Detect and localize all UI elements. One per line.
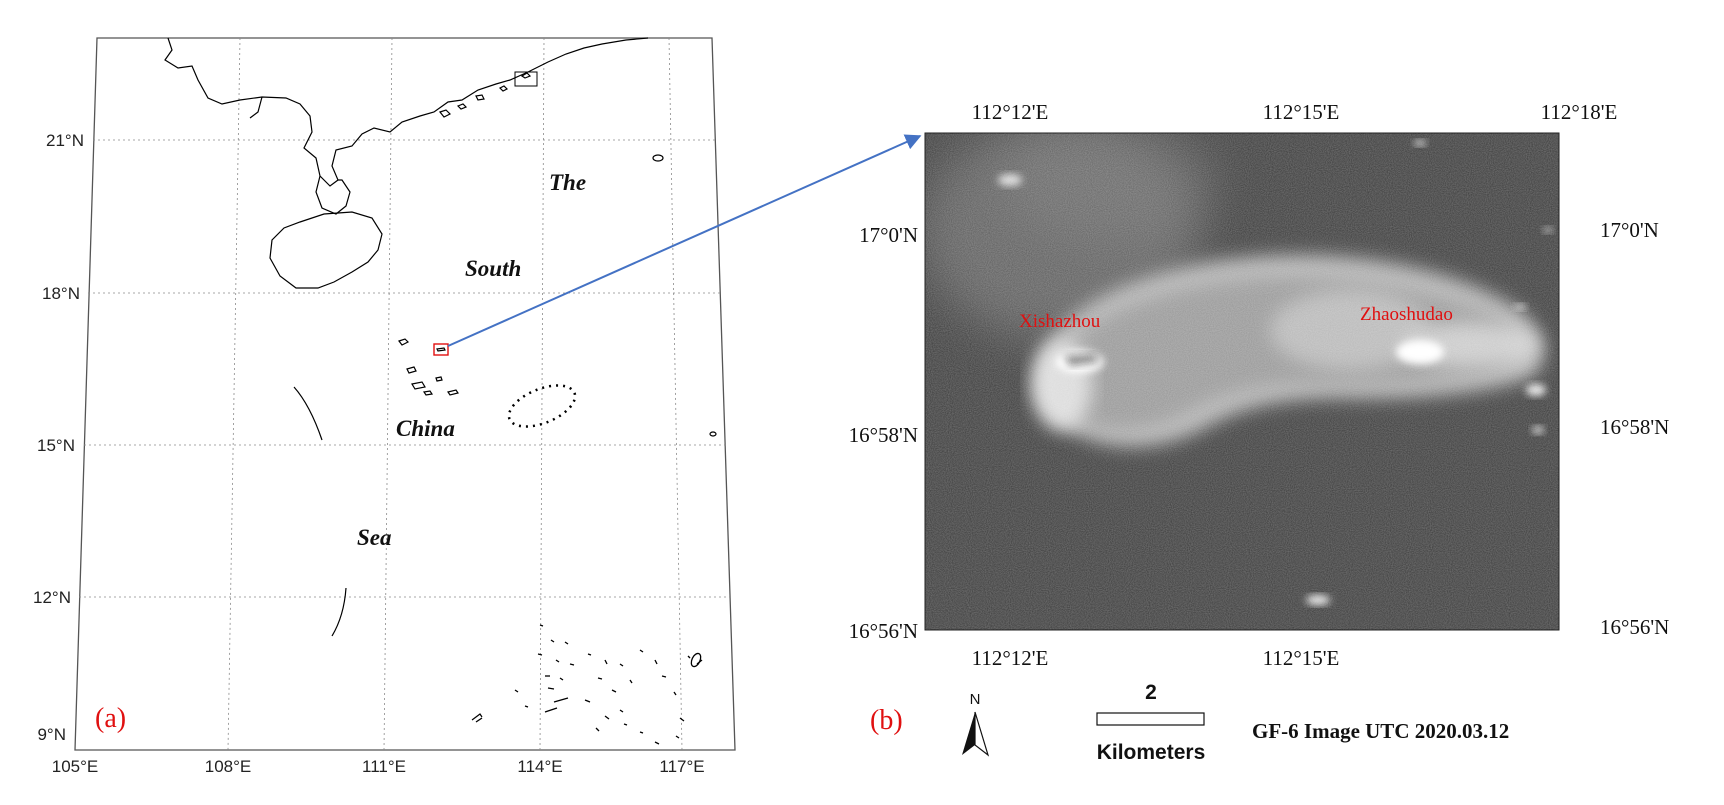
lon-tick-114: 114°E <box>517 757 562 776</box>
north-label: N <box>970 691 981 708</box>
right-lat-tick-1: 17°0'N <box>1600 218 1659 242</box>
scale-unit: Kilometers <box>1097 741 1206 764</box>
lat-tick-18: 18°N <box>42 284 80 303</box>
sea-word-sea: Sea <box>357 525 392 550</box>
panel-b-frame <box>924 132 1560 631</box>
leizhou-peninsula <box>315 175 351 215</box>
sea-word-the: The <box>549 170 586 195</box>
left-lat-tick-1: 17°0'N <box>859 223 918 247</box>
lat-gridlines <box>79 139 731 598</box>
sea-word-south: South <box>465 256 521 281</box>
study-area-box <box>433 343 449 356</box>
north-arrow-icon: N <box>962 691 990 757</box>
inset-arrow <box>447 134 922 347</box>
small-shoal-e <box>709 431 717 437</box>
bottom-lon-tick-2: 112°15'E <box>1263 646 1340 670</box>
top-lon-tick-1: 112°12'E <box>972 100 1049 124</box>
boundary-segment-1 <box>293 386 323 441</box>
mainland-coastline <box>164 37 649 187</box>
right-lat-tick-2: 16°58'N <box>1600 415 1669 439</box>
panel-b-label: (b) <box>870 705 903 736</box>
image-caption: GF-6 Image UTC 2020.03.12 <box>1252 719 1509 743</box>
paracel-islands <box>398 338 459 396</box>
lat-tick-21: 21°N <box>46 131 84 150</box>
boundary-segment-2 <box>331 587 347 637</box>
spratly-islands <box>475 624 703 745</box>
small-shoal-ne <box>652 154 664 162</box>
lon-tick-117: 117°E <box>659 757 704 776</box>
place-label-xishazhou: Xishazhou <box>1019 311 1101 332</box>
lat-tick-15: 15°N <box>37 436 75 455</box>
lat-tick-9: 9°N <box>37 725 66 744</box>
scale-bar: 2 Kilometers <box>1096 681 1206 764</box>
top-lon-tick-3: 112°18'E <box>1541 100 1618 124</box>
scale-value: 2 <box>1145 681 1157 704</box>
hainan-island <box>269 211 383 289</box>
lon-tick-105: 105°E <box>52 757 99 776</box>
sw-shoal <box>471 713 483 721</box>
right-lat-tick-3: 16°56'N <box>1600 615 1669 639</box>
coastal-islets <box>438 72 532 118</box>
panel-b-image: Xishazhou Zhaoshudao 112°12'E 112°15'E 1… <box>849 100 1670 764</box>
macclesfield-bank <box>507 384 577 428</box>
left-lat-tick-2: 16°58'N <box>849 423 918 447</box>
lat-tick-labels: 21°N 18°N 15°N 12°N 9°N <box>33 131 84 744</box>
left-lat-tick-3: 16°56'N <box>849 619 918 643</box>
place-label-zhaoshudao: Zhaoshudao <box>1360 304 1453 325</box>
lon-gridlines <box>227 37 683 751</box>
top-lon-tick-2: 112°15'E <box>1263 100 1340 124</box>
panel-a-frame <box>74 37 736 751</box>
panel-a-map: The South China Sea 21°N 18°N 15°N 12°N … <box>33 37 736 776</box>
lon-tick-108: 108°E <box>205 757 252 776</box>
lon-tick-111: 111°E <box>362 757 406 776</box>
hk-box <box>514 71 538 87</box>
tonkin-shore <box>249 96 263 119</box>
lat-tick-12: 12°N <box>33 588 71 607</box>
lon-tick-labels: 105°E 108°E 111°E 114°E 117°E <box>52 757 705 776</box>
bottom-lon-tick-1: 112°12'E <box>972 646 1049 670</box>
sea-word-china: China <box>396 416 455 441</box>
panel-a-label: (a) <box>95 703 126 734</box>
